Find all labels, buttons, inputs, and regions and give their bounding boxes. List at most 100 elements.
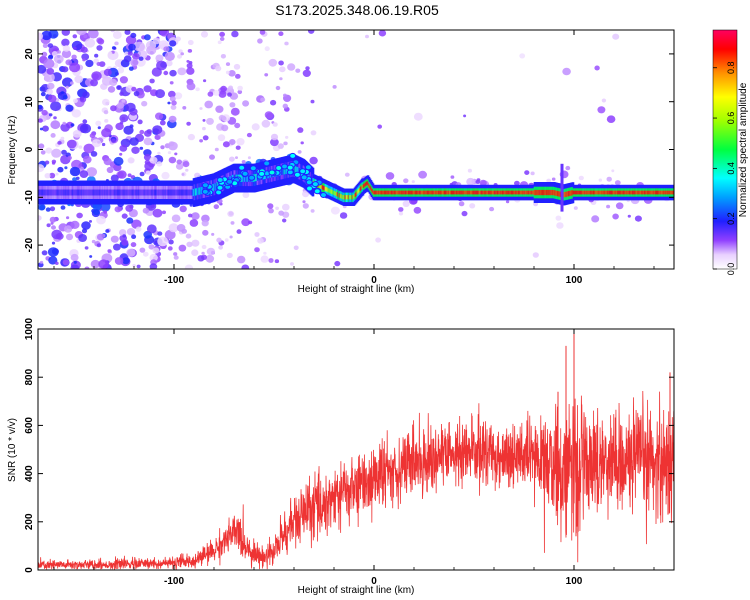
disturbance-cell: [560, 163, 564, 212]
noise-cell: [69, 62, 81, 73]
noise-cell: [82, 119, 88, 124]
noise-cell: [176, 159, 183, 165]
noise-cell: [50, 222, 54, 225]
noise-cell: [309, 156, 318, 165]
snr-y-label: SNR (10 * v/v): [7, 418, 18, 482]
signal-blob: [226, 178, 234, 185]
noise-cell: [217, 40, 222, 45]
noise-cell: [105, 229, 110, 233]
noise-cell: [113, 156, 124, 166]
noise-cell: [264, 73, 269, 77]
noise-cell: [119, 152, 123, 156]
noise-cell: [260, 255, 269, 263]
noise-cell: [156, 60, 167, 71]
noise-cell: [48, 256, 58, 265]
noise-cell: [209, 154, 215, 160]
noise-cell: [66, 139, 77, 149]
noise-cell: [241, 218, 251, 227]
noise-cell: [80, 46, 88, 53]
spectrogram-x-tick-label: -100: [164, 275, 184, 286]
spectrogram-y-label: Frequency (Hz): [7, 116, 18, 185]
noise-cell: [128, 66, 134, 71]
noise-cell: [70, 253, 79, 262]
noise-cell: [113, 243, 121, 251]
noise-cell: [169, 96, 176, 102]
noise-cell: [597, 106, 606, 114]
noise-cell: [310, 130, 317, 136]
noise-cell: [606, 204, 611, 209]
signal-blob: [238, 164, 246, 171]
noise-cell: [202, 119, 206, 122]
noise-cell: [270, 99, 277, 106]
noise-cell: [272, 122, 278, 127]
noise-cell: [278, 210, 285, 216]
noise-cell: [57, 50, 61, 54]
noise-cell: [168, 239, 174, 245]
noise-cell: [215, 65, 222, 72]
noise-cell: [275, 206, 279, 210]
noise-cell: [106, 166, 114, 174]
noise-cell: [228, 85, 234, 90]
noise-cell: [228, 211, 234, 216]
noise-cell: [282, 203, 290, 211]
noise-cell: [606, 115, 616, 123]
noise-cell: [167, 151, 172, 155]
noise-cell: [310, 209, 315, 213]
noise-cell: [38, 215, 42, 221]
noise-cell: [49, 206, 56, 212]
noise-cell: [402, 200, 410, 207]
noise-cell: [217, 134, 226, 142]
noise-cell: [254, 232, 260, 237]
noise-cell: [97, 126, 101, 130]
spectrogram-y-tick-label: 0: [24, 146, 35, 152]
signal-blob: [248, 174, 256, 181]
signal-blob: [201, 188, 209, 195]
noise-cell: [555, 215, 562, 221]
noise-cell: [135, 226, 142, 232]
noise-cell: [152, 208, 163, 218]
noise-cell: [133, 91, 140, 97]
noise-cell: [65, 104, 74, 112]
noise-cell: [65, 85, 69, 89]
noise-cell: [61, 66, 69, 73]
noise-cell: [257, 237, 264, 244]
noise-cell: [165, 60, 173, 67]
noise-cell: [72, 130, 82, 138]
noise-cell: [264, 111, 273, 119]
signal-blob: [275, 165, 283, 171]
snr-x-tick-label: 0: [371, 576, 377, 587]
noise-cell: [101, 233, 106, 238]
signal-blob: [249, 165, 257, 172]
noise-cell: [171, 100, 177, 106]
noise-cell: [185, 168, 189, 172]
colorbar-tick-label: 0.6: [726, 112, 736, 125]
noise-cell: [282, 218, 287, 223]
noise-cell: [40, 91, 46, 97]
noise-cell: [334, 260, 341, 267]
noise-cell: [107, 86, 116, 93]
noise-cell: [84, 38, 96, 48]
signal-blob: [311, 181, 319, 188]
noise-cell: [54, 261, 59, 265]
noise-cell: [127, 51, 133, 56]
noise-cell: [186, 241, 193, 248]
noise-cell: [229, 235, 233, 239]
noise-cell: [219, 31, 226, 37]
noise-cell: [96, 45, 103, 51]
noise-cell: [174, 152, 178, 156]
noise-cell: [128, 43, 136, 51]
signal-blob: [305, 179, 313, 186]
spectrogram-x-tick-label: 0: [371, 275, 377, 286]
noise-cell: [216, 237, 222, 243]
noise-cell: [175, 36, 181, 42]
noise-cell: [50, 120, 61, 130]
noise-cell: [41, 250, 48, 256]
noise-cell: [131, 146, 140, 154]
noise-cell: [90, 151, 98, 157]
noise-cell: [197, 255, 205, 262]
colorbar-tick-label: 0.2: [726, 212, 736, 225]
noise-cell: [131, 234, 137, 239]
noise-cell: [124, 51, 129, 56]
noise-cell: [157, 151, 161, 155]
noise-cell: [450, 175, 455, 179]
